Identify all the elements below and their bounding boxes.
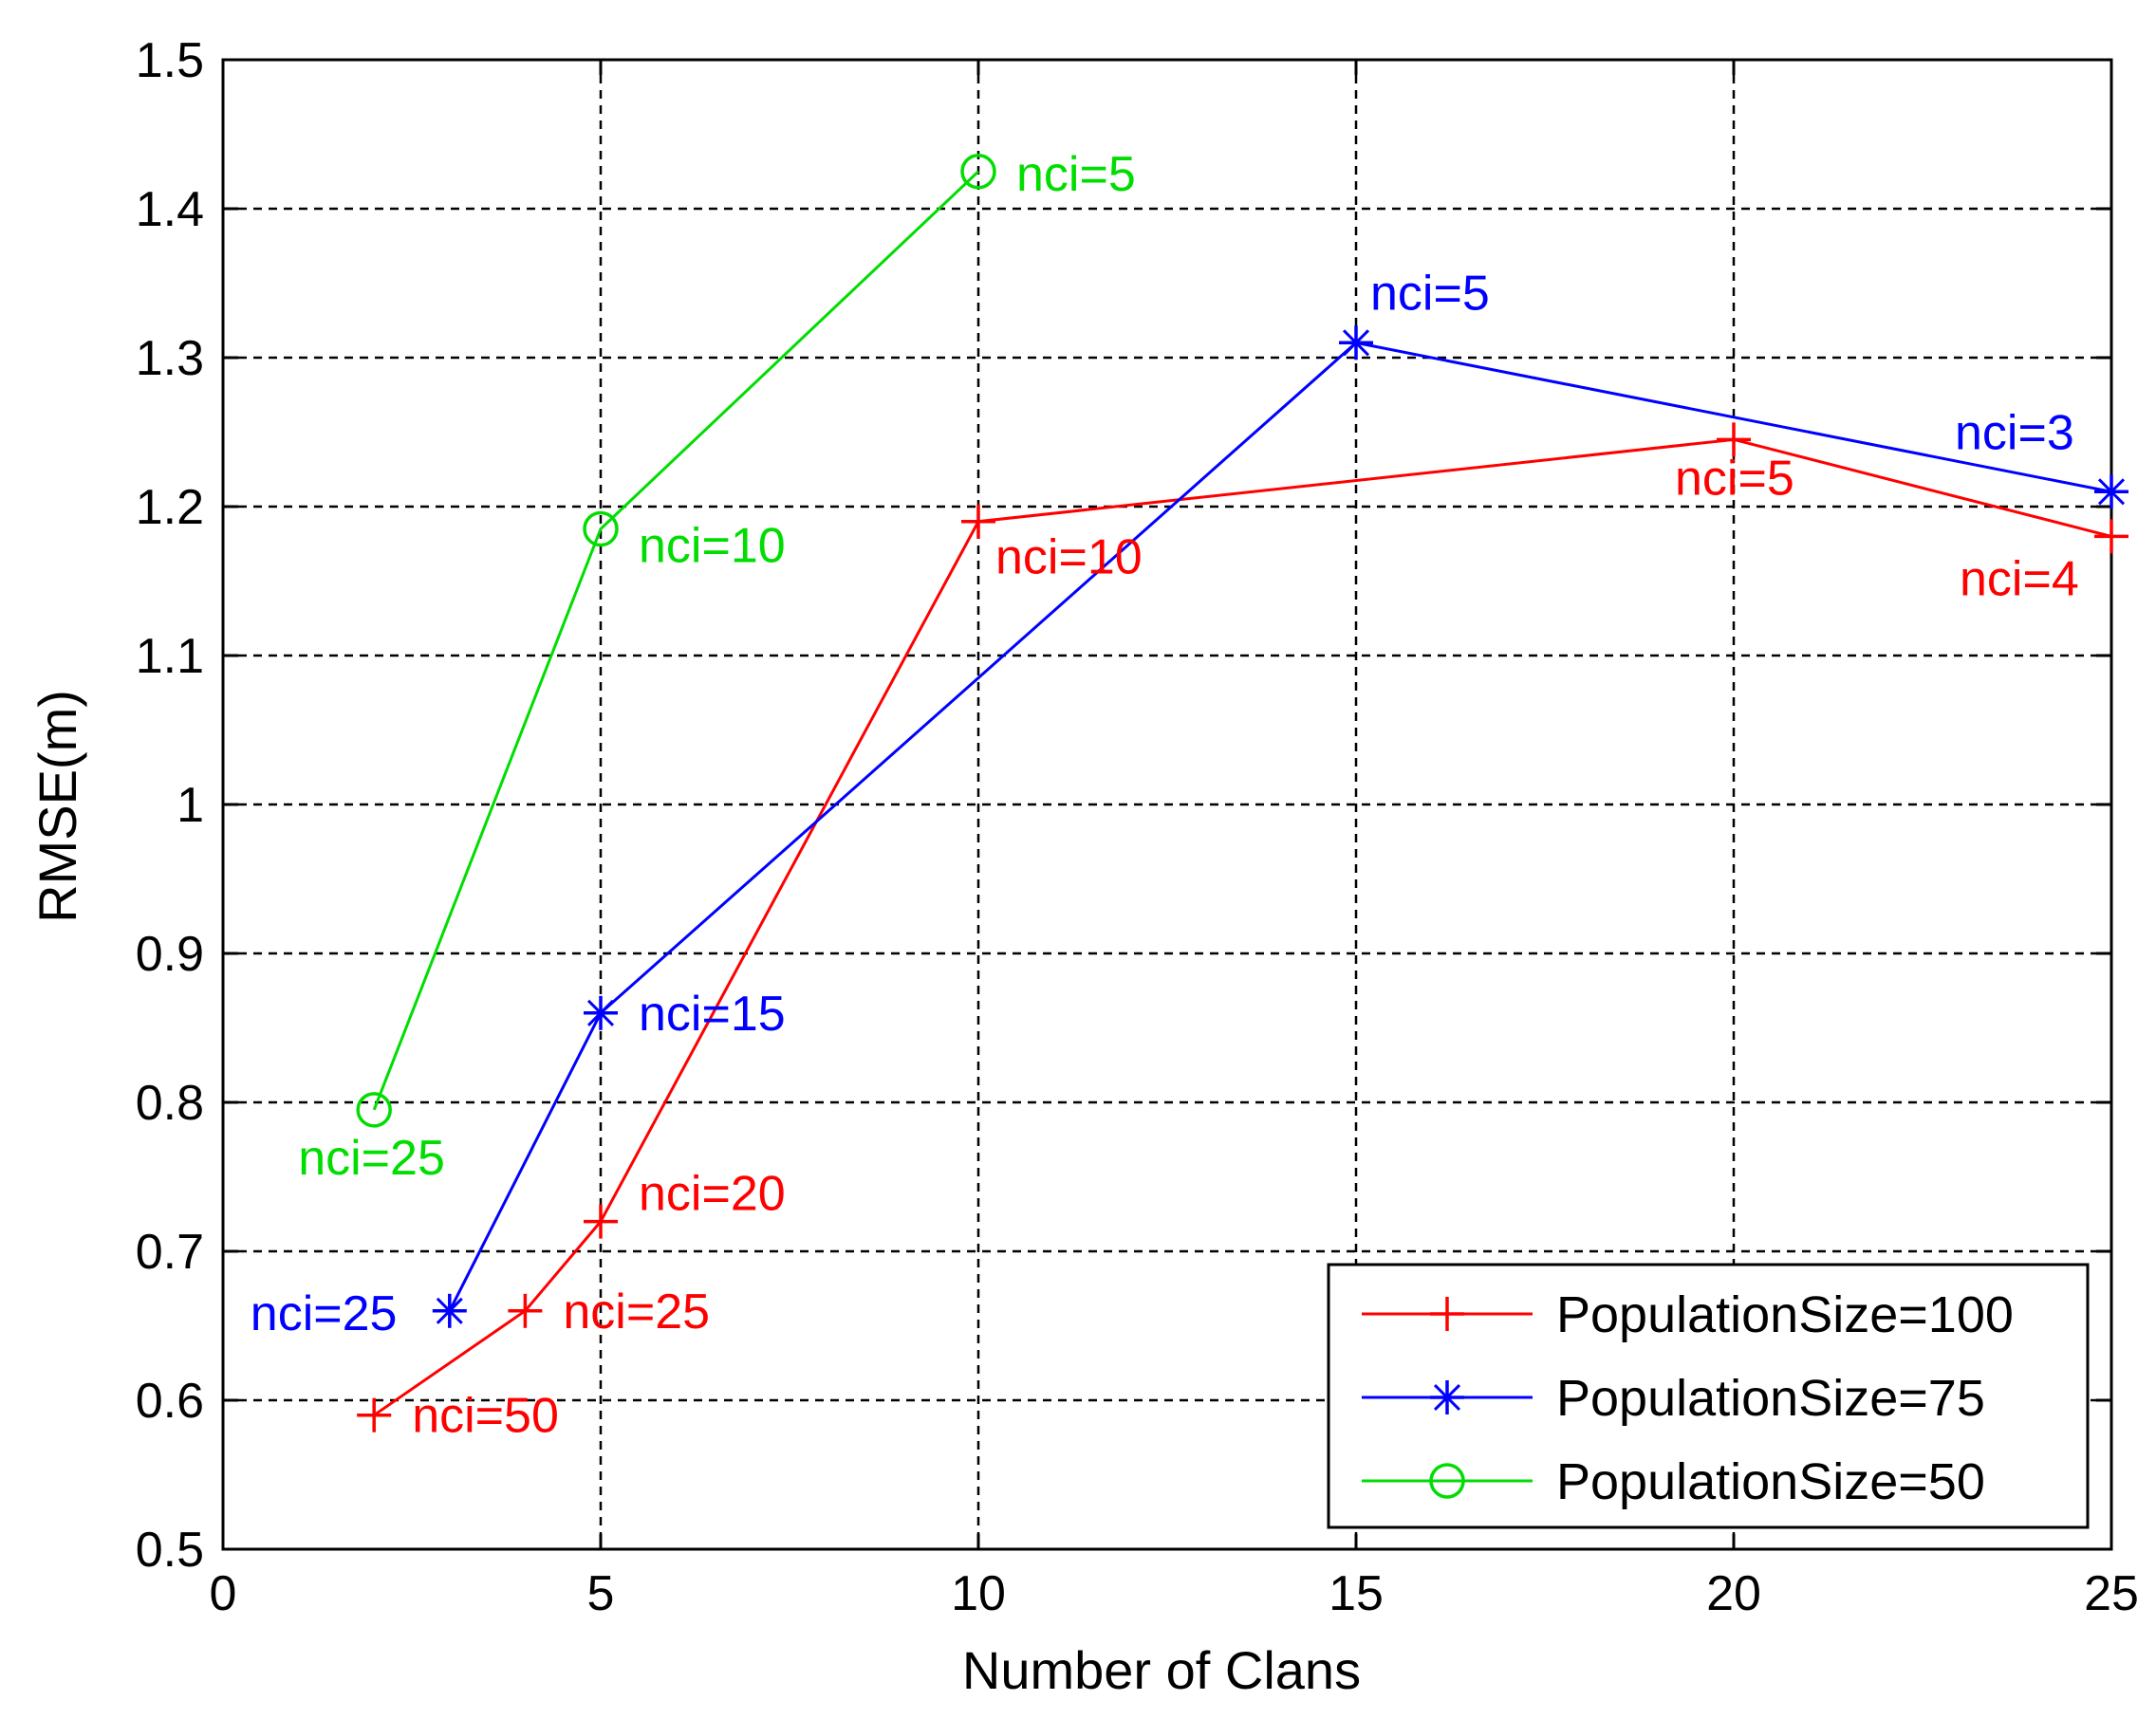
y-tick-label: 0.8 bbox=[136, 1076, 204, 1131]
data-point bbox=[584, 1204, 618, 1239]
data-point bbox=[357, 1397, 392, 1432]
grid bbox=[223, 60, 2111, 1549]
data-point bbox=[1339, 325, 1373, 360]
y-tick-label: 0.6 bbox=[136, 1374, 204, 1429]
point-label: nci=50 bbox=[412, 1389, 559, 1444]
point-label: nci=4 bbox=[1960, 551, 2079, 606]
data-point bbox=[960, 154, 996, 190]
point-label: nci=25 bbox=[563, 1285, 710, 1340]
data-point bbox=[1717, 422, 1751, 457]
y-tick-label: 1.5 bbox=[136, 33, 204, 88]
asterisk-stroke bbox=[436, 1297, 463, 1324]
series-PopulationSize=50 bbox=[356, 154, 996, 1128]
y-tick-label: 0.5 bbox=[136, 1523, 204, 1578]
point-label: nci=25 bbox=[251, 1286, 398, 1341]
x-axis-label: Number of Clans bbox=[962, 1640, 1361, 1700]
point-label: nci=5 bbox=[1675, 451, 1794, 506]
point-label: nci=10 bbox=[639, 519, 786, 574]
legend-label: PopulationSize=50 bbox=[1556, 1453, 1985, 1510]
y-tick-label: 0.7 bbox=[136, 1225, 204, 1280]
x-tick-label: 20 bbox=[1706, 1566, 1761, 1621]
legend-label: PopulationSize=100 bbox=[1556, 1286, 2014, 1343]
legend-marker bbox=[1430, 1380, 1464, 1414]
legend-marker bbox=[1429, 1463, 1465, 1499]
y-tick-label: 1.3 bbox=[136, 331, 204, 386]
x-tick-label: 10 bbox=[951, 1566, 1006, 1621]
x-tick-label: 15 bbox=[1329, 1566, 1384, 1621]
x-tick-label: 5 bbox=[587, 1566, 615, 1621]
series-group bbox=[356, 154, 2128, 1432]
point-label: nci=20 bbox=[639, 1167, 786, 1222]
legend-entry: PopulationSize=75 bbox=[1362, 1370, 1985, 1427]
asterisk-stroke bbox=[1433, 1383, 1461, 1412]
point-label: nci=25 bbox=[298, 1131, 445, 1186]
point-labels: nci=50nci=25nci=20nci=10nci=5nci=4nci=25… bbox=[251, 147, 2079, 1444]
axes: 0 5 10 15 20 25 0.5 0.6 0.7 0.8 0.9 1 1.1 1.2 1.3 1.4 1.… bbox=[136, 33, 2139, 1621]
point-label: nci=5 bbox=[1016, 147, 1136, 202]
x-tick-label: 0 bbox=[210, 1566, 237, 1621]
data-point bbox=[584, 995, 618, 1030]
series-line bbox=[373, 437, 2112, 1416]
y-tick-label: 1.4 bbox=[136, 182, 204, 237]
series-line bbox=[372, 170, 980, 1111]
asterisk-stroke bbox=[1342, 329, 1370, 357]
data-point bbox=[508, 1293, 543, 1328]
x-tick-label: 25 bbox=[2084, 1566, 2139, 1621]
legend-marker bbox=[1430, 1297, 1464, 1331]
y-tick-label: 1.2 bbox=[136, 480, 204, 535]
legend-entry: PopulationSize=100 bbox=[1362, 1286, 2014, 1343]
legend: PopulationSize=100 PopulationSize=75 Popul… bbox=[1327, 1263, 2090, 1529]
y-tick-label: 1.1 bbox=[136, 629, 204, 684]
series-PopulationSize=100 bbox=[357, 422, 2128, 1432]
point-label: nci=15 bbox=[639, 987, 786, 1042]
legend-label: PopulationSize=75 bbox=[1556, 1370, 1985, 1427]
y-tick-label: 1 bbox=[177, 778, 204, 833]
data-point bbox=[961, 504, 995, 539]
point-label: nci=3 bbox=[1955, 405, 2074, 460]
data-point bbox=[432, 1293, 467, 1328]
data-point bbox=[2094, 474, 2128, 509]
y-tick-label: 0.9 bbox=[136, 927, 204, 982]
asterisk-stroke bbox=[2097, 478, 2126, 506]
legend-entry: PopulationSize=50 bbox=[1362, 1453, 1985, 1510]
asterisk-stroke bbox=[586, 999, 615, 1026]
point-label: nci=10 bbox=[995, 530, 1143, 585]
series-PopulationSize=75 bbox=[432, 325, 2128, 1328]
y-axis-label: RMSE(m) bbox=[28, 690, 87, 923]
point-label: nci=5 bbox=[1370, 266, 1490, 321]
data-point bbox=[583, 510, 619, 547]
data-point bbox=[2094, 519, 2128, 554]
data-point bbox=[356, 1092, 392, 1128]
series-line bbox=[448, 341, 2112, 1312]
